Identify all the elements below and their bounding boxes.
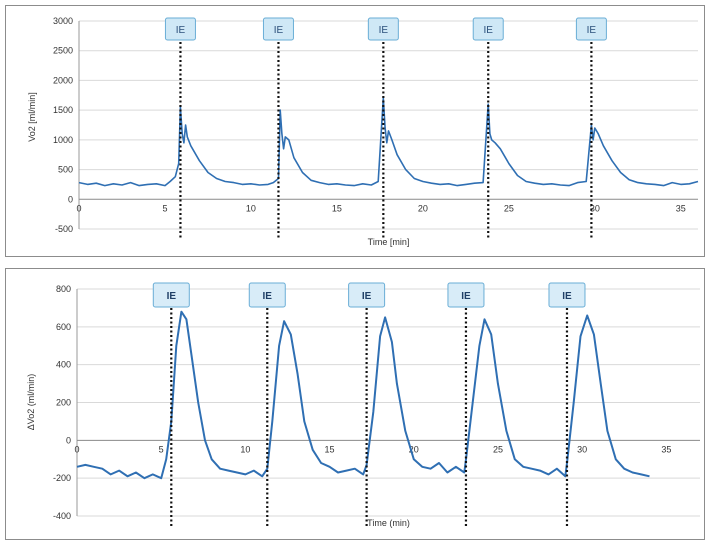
ie-marker-label: IE (167, 291, 177, 302)
ie-marker-box (152, 282, 190, 308)
y-tick-label: 2000 (53, 75, 73, 85)
x-axis-title: Time [min] (368, 237, 410, 247)
y-tick-label: 400 (56, 360, 71, 370)
ie-marker-box (548, 282, 586, 308)
y-tick-label: 0 (66, 435, 71, 445)
vo2-chart-panel: -500 0 500 1000 1500 2000 2500 3000 0 5 10 15 20 25 30… (5, 5, 705, 257)
ie-marker-label: IE (362, 291, 372, 302)
ie-marker-box (262, 17, 294, 41)
y-tick-label: 1500 (53, 105, 73, 115)
y-axis-title: Vo2 [ml/min] (27, 92, 37, 142)
x-tick-label: 0 (74, 444, 79, 454)
y-tick-label: -400 (53, 511, 71, 521)
series-line (78, 97, 699, 187)
x-tick-label: 35 (676, 203, 686, 213)
x-tick-label: 20 (418, 203, 428, 213)
x-tick-label: 15 (325, 444, 335, 454)
x-tick-label: 15 (332, 203, 342, 213)
ie-marker-label: IE (562, 291, 572, 302)
ie-marker-label: IE (274, 25, 284, 36)
x-tick-label: 30 (577, 444, 587, 454)
y-tick-label: 500 (58, 165, 73, 175)
ie-marker-label: IE (176, 25, 186, 36)
ie-marker-label: IE (461, 291, 471, 302)
x-tick-label: 30 (590, 203, 600, 213)
x-axis-title: Time (min) (367, 518, 410, 528)
y-tick-label: -200 (53, 473, 71, 483)
x-tick-label: 10 (246, 203, 256, 213)
series-line (76, 310, 650, 480)
ie-marker-label: IE (379, 25, 389, 36)
x-tick-label: 25 (493, 444, 503, 454)
ie-marker-box (367, 17, 399, 41)
x-tick-label: 35 (661, 444, 671, 454)
x-tick-label: 20 (409, 444, 419, 454)
y-tick-label: 1000 (53, 135, 73, 145)
ie-marker-label: IE (484, 25, 494, 36)
x-tick-label: 5 (159, 444, 164, 454)
y-tick-label: 2500 (53, 46, 73, 56)
y-axis-title: ΔVo2 (ml/min) (26, 374, 36, 431)
delta-vo2-chart: -400 -200 0 200 400 600 800 0 5 10 15 20 25 30 35 IE IE I… (26, 282, 700, 528)
ie-marker-box (575, 17, 607, 41)
y-tick-label: -500 (55, 224, 73, 234)
y-tick-label: 0 (68, 194, 73, 204)
ie-marker-box (248, 282, 286, 308)
x-tick-label: 0 (76, 203, 81, 213)
x-tick-label: 10 (240, 444, 250, 454)
y-tick-label: 3000 (53, 16, 73, 26)
vo2-chart: -500 0 500 1000 1500 2000 2500 3000 0 5 10 15 20 25 30… (27, 16, 699, 247)
ie-marker-box (164, 17, 196, 41)
x-tick-label: 25 (504, 203, 514, 213)
ie-marker-label: IE (263, 291, 273, 302)
x-tick-label: 5 (162, 203, 167, 213)
y-tick-label: 800 (56, 284, 71, 294)
ie-marker-box (472, 17, 504, 41)
ie-marker-box (447, 282, 485, 308)
delta-vo2-chart-panel: -400 -200 0 200 400 600 800 0 5 10 15 20 25 30 35 IE IE I… (5, 268, 705, 540)
ie-marker-box (348, 282, 386, 308)
y-tick-label: 600 (56, 322, 71, 332)
y-tick-label: 200 (56, 398, 71, 408)
ie-marker-label: IE (587, 25, 597, 36)
